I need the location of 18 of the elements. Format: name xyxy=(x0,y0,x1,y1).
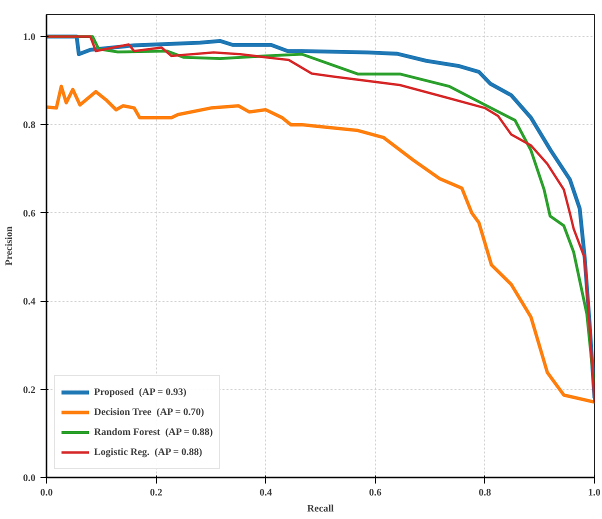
y-tick-label: 1.0 xyxy=(23,32,36,44)
y-axis-title: Precision xyxy=(4,226,15,266)
x-tick-label: 0.4 xyxy=(259,488,272,498)
x-tick-label: 0.8 xyxy=(478,488,492,498)
x-axis-title: Recall xyxy=(307,504,334,514)
x-tick-label: 0.2 xyxy=(150,488,162,498)
x-tick-label: 0.0 xyxy=(40,488,53,498)
x-tick-label: 1.0 xyxy=(588,488,600,498)
legend-label: Random Forest (AP = 0.88) xyxy=(94,426,213,438)
legend-label: Proposed (AP = 0.93) xyxy=(94,386,186,398)
y-tick-label: 0.0 xyxy=(23,473,36,484)
y-tick-label: 0.4 xyxy=(23,296,36,308)
x-tick-label: 0.6 xyxy=(369,488,382,498)
y-tick-label: 0.8 xyxy=(23,120,36,132)
legend-label: Decision Tree (AP = 0.70) xyxy=(94,406,204,418)
y-tick-label: 0.6 xyxy=(23,208,36,220)
y-tick-label: 0.2 xyxy=(23,384,36,396)
legend-label: Logistic Reg. (AP = 0.88) xyxy=(94,446,202,458)
